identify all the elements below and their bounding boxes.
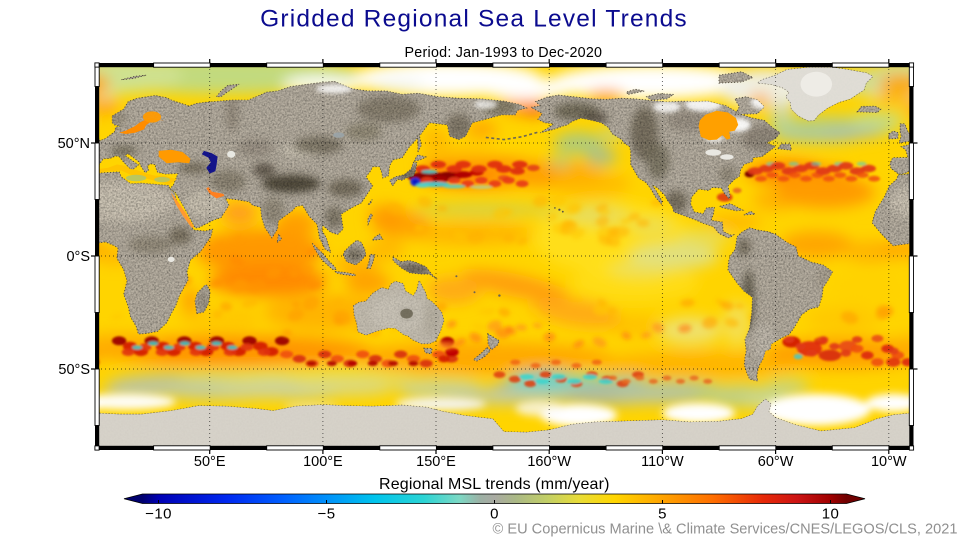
svg-text:50°S: 50°S	[58, 362, 90, 378]
svg-text:100°E: 100°E	[303, 454, 343, 470]
svg-text:0°S: 0°S	[66, 249, 90, 265]
svg-text:−5: −5	[318, 506, 336, 523]
svg-text:50°E: 50°E	[194, 454, 226, 470]
svg-text:Gridded Regional Sea Level Tre: Gridded Regional Sea Level Trends	[260, 6, 688, 33]
svg-text:110°W: 110°W	[641, 454, 684, 470]
svg-text:−10: −10	[145, 506, 172, 523]
svg-text:10: 10	[822, 506, 840, 523]
svg-text:50°N: 50°N	[58, 136, 90, 152]
svg-text:© EU Copernicus Marine \& Clim: © EU Copernicus Marine \& Climate Servic…	[493, 522, 958, 538]
svg-text:0: 0	[490, 506, 499, 523]
svg-text:Period: Jan-1993 to Dec-2020: Period: Jan-1993 to Dec-2020	[405, 45, 603, 61]
svg-text:160°W: 160°W	[527, 454, 571, 470]
svg-text:5: 5	[658, 506, 667, 523]
svg-text:Regional MSL trends (mm/year): Regional MSL trends (mm/year)	[379, 476, 610, 493]
svg-text:150°E: 150°E	[416, 454, 456, 470]
svg-text:60°W: 60°W	[758, 454, 794, 470]
svg-text:10°W: 10°W	[871, 454, 907, 470]
